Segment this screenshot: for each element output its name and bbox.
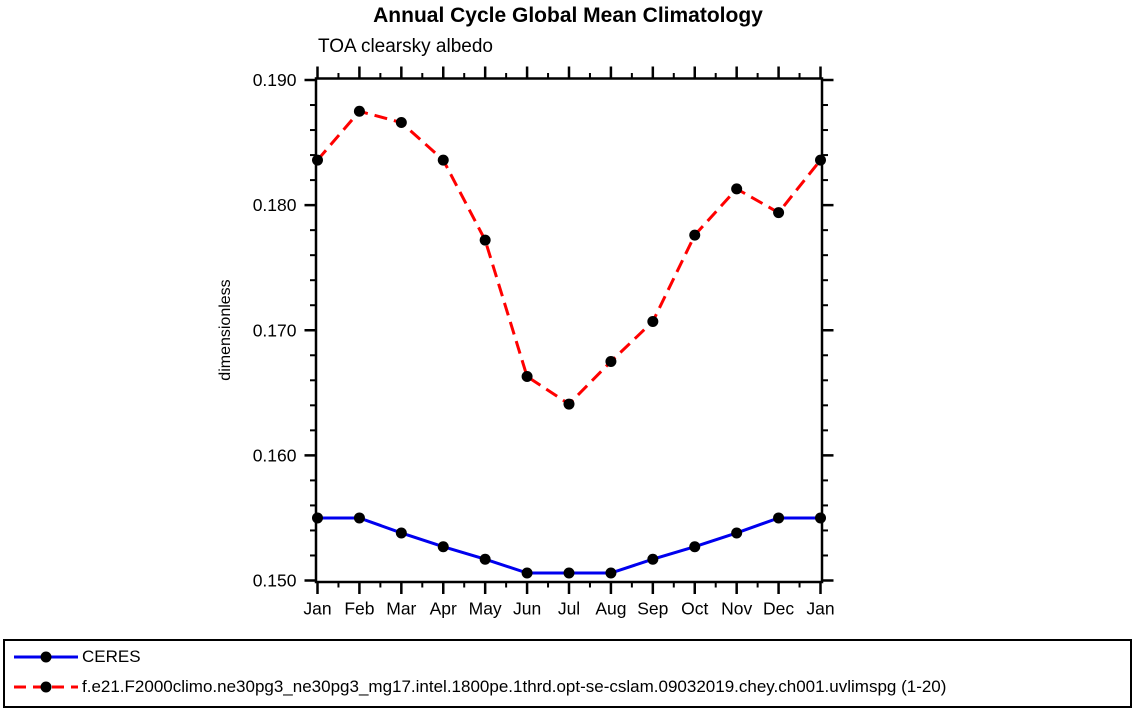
legend-item-ceres: CERES xyxy=(10,646,141,668)
legend-item-model-run: f.e21.F2000climo.ne30pg3_ne30pg3_mg17.in… xyxy=(10,676,946,698)
legend-label-model-run: f.e21.F2000climo.ne30pg3_ne30pg3_mg17.in… xyxy=(82,677,947,696)
x-tick-label: Jan xyxy=(303,599,331,619)
legend-label-ceres: CERES xyxy=(82,647,141,666)
x-tick-label: Nov xyxy=(721,599,752,619)
chart-subtitle: TOA clearsky albedo xyxy=(318,36,493,57)
legend-box: CERES f.e21.F2000climo.ne30pg3_ne30pg3_m… xyxy=(3,639,1132,708)
ceres-line-sample-icon xyxy=(14,651,78,663)
y-tick-label: 0.180 xyxy=(253,195,297,215)
data-point-marker xyxy=(647,553,659,565)
data-point-marker xyxy=(605,567,617,579)
legend-sample-marker xyxy=(40,681,52,693)
x-tick-label: Mar xyxy=(386,599,416,619)
data-point-marker xyxy=(773,207,785,219)
data-point-marker xyxy=(815,512,826,524)
data-point-marker xyxy=(437,154,449,166)
x-tick-label: May xyxy=(469,599,502,619)
chart-title: Annual Cycle Global Mean Climatology xyxy=(373,4,763,27)
x-tick-label: Apr xyxy=(430,599,457,619)
plot-border xyxy=(314,77,824,584)
data-point-marker xyxy=(563,398,575,410)
data-point-marker xyxy=(521,567,533,579)
x-tick-label: Sep xyxy=(637,599,668,619)
data-point-marker xyxy=(731,183,743,195)
x-tick-label: Jul xyxy=(558,599,580,619)
data-point-marker xyxy=(647,315,659,327)
data-point-marker xyxy=(815,154,826,166)
data-point-marker xyxy=(353,105,365,117)
data-point-marker xyxy=(479,234,491,246)
series-line-ceres xyxy=(317,516,821,575)
data-point-marker xyxy=(605,356,617,368)
x-tick-label: Aug xyxy=(595,599,626,619)
data-point-marker xyxy=(521,371,533,383)
data-point-marker xyxy=(731,527,743,539)
x-tick-label: Jun xyxy=(513,599,541,619)
data-point-marker xyxy=(479,553,491,565)
data-point-marker xyxy=(395,117,407,129)
legend-sample-marker xyxy=(40,651,52,663)
model-run-line-sample-icon xyxy=(14,681,78,693)
y-tick-label: 0.190 xyxy=(253,70,297,90)
y-tick-label: 0.170 xyxy=(253,320,297,340)
x-tick-label: Jan xyxy=(806,599,834,619)
data-point-marker xyxy=(437,541,449,553)
y-tick-label: 0.150 xyxy=(253,571,297,591)
data-point-marker xyxy=(353,512,365,524)
data-point-marker xyxy=(312,154,323,166)
y-tick-label: 0.160 xyxy=(253,445,297,465)
data-point-marker xyxy=(689,541,701,553)
x-tick-label: Oct xyxy=(681,599,708,619)
data-point-marker xyxy=(312,512,323,524)
series-line-model-run xyxy=(316,109,822,407)
x-tick-label: Dec xyxy=(763,599,794,619)
data-point-marker xyxy=(773,512,785,524)
x-tick-label: Feb xyxy=(344,599,374,619)
data-point-marker xyxy=(395,527,407,539)
data-point-marker xyxy=(563,567,575,579)
data-point-marker xyxy=(689,229,701,241)
